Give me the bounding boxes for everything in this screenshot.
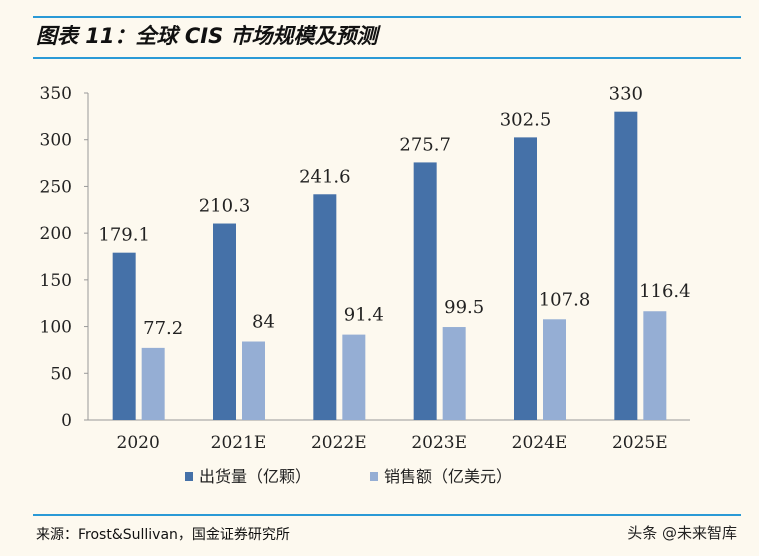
title-rule [33,57,741,59]
bar-shipment [413,162,437,421]
bar-shipment [112,252,136,420]
bar-sales [643,311,667,420]
bar-shipment [614,111,638,420]
data-label: 179.1 [98,225,150,246]
bar-sales [442,327,466,420]
data-label: 116.4 [639,281,691,302]
legend-label: 出货量（亿颗） [199,467,311,486]
x-tick-label: 2023E [411,433,467,453]
y-tick-label: 100 [40,318,72,338]
data-label: 77.2 [143,318,183,339]
bar-shipment [213,223,236,420]
data-label: 107.8 [539,289,591,310]
data-label: 275.7 [399,134,451,155]
watermark: 头条 @未来智库 [627,524,737,542]
x-tick-label: 2020 [117,433,160,453]
legend-swatch [370,472,378,481]
bar-sales [543,319,566,420]
data-label: 210.3 [199,196,251,217]
source-rule [33,514,741,516]
bar-sales [342,334,366,420]
bar-sales [141,347,165,420]
data-label: 84 [252,312,275,333]
chart-title: 图表 11：全球 CIS 市场规模及预测 [36,24,378,48]
y-tick-label: 300 [40,131,72,151]
top-rule [33,16,741,18]
y-tick-label: 0 [61,411,72,431]
x-tick-label: 2022E [311,433,367,453]
y-tick-label: 150 [40,271,72,291]
legend-swatch [185,472,193,481]
bar-shipment [514,137,537,420]
data-label: 91.4 [344,305,384,326]
data-label: 241.6 [299,166,351,187]
data-label: 99.5 [444,297,484,318]
data-label: 330 [609,84,643,105]
bar-shipment [313,194,337,420]
y-tick-label: 350 [40,84,72,104]
source-note: 来源：Frost&Sullivan，国金证券研究所 [36,527,290,543]
x-tick-label: 2024E [512,433,568,453]
y-tick-label: 250 [40,177,72,197]
legend-label: 销售额（亿美元） [384,467,512,486]
x-tick-label: 2021E [211,433,267,453]
x-tick-label: 2025E [612,433,668,453]
data-label: 302.5 [500,109,552,130]
y-tick-label: 200 [40,224,72,244]
y-tick-label: 50 [50,364,72,384]
bar-sales [242,341,265,420]
